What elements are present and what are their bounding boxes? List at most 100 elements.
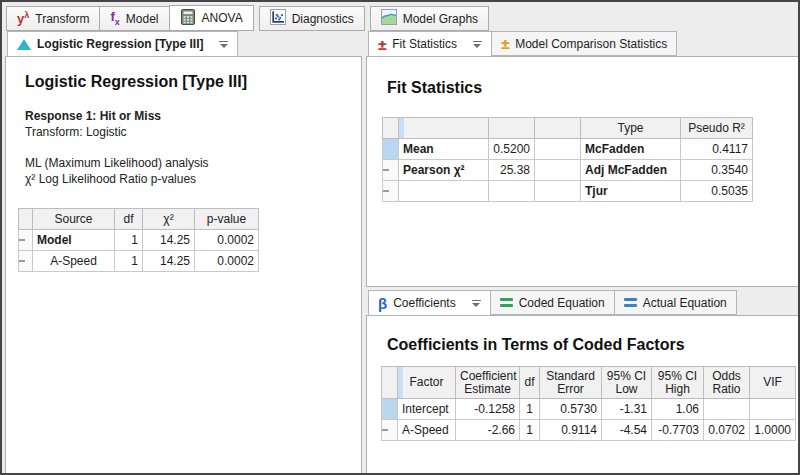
row-selector[interactable] (383, 181, 399, 202)
cell-ci-low[interactable]: -1.31 (602, 399, 652, 420)
cell-chisq[interactable]: 14.25 (143, 251, 195, 272)
row-selector-header (383, 118, 399, 139)
table-row: Tjur 0.5035 (383, 181, 753, 202)
col-header-factor: Factor (398, 367, 456, 399)
active-column-indicator (398, 367, 403, 398)
cell-source[interactable]: A-Speed (33, 251, 115, 272)
col-header-pseudo-r2: Pseudo R² (681, 118, 753, 139)
cell-df[interactable]: 1 (115, 251, 143, 272)
cell-df[interactable]: 1 (520, 399, 540, 420)
cell-spacer[interactable] (535, 139, 581, 160)
coefficients-content: Coefficients in Terms of Coded Factors F… (366, 315, 799, 474)
col-header-df: df (115, 209, 143, 230)
table-row: A-Speed -2.66 1 0.9114 -4.54 -0.7703 0.0… (382, 420, 796, 441)
logistic-regression-content: Logistic Regression [Type III] Response … (5, 56, 362, 474)
cell-vif[interactable] (750, 399, 796, 420)
cell-stderr[interactable]: 0.9114 (540, 420, 602, 441)
col-header-spacer (535, 118, 581, 139)
coefficients-panel: β Coefficients Coded Equation Actual Equ… (366, 289, 799, 474)
cell-type[interactable]: Adj McFadden (581, 160, 681, 181)
col-header-ci-high: 95% CI High (652, 367, 704, 399)
row-selector[interactable] (19, 251, 33, 272)
cell-odds-ratio[interactable] (704, 399, 750, 420)
row-selector[interactable] (383, 160, 399, 181)
transform-line: Transform: Logistic (25, 125, 127, 140)
fit-subtabs: ± Fit Statistics ± Model Comparison Stat… (366, 30, 799, 56)
col-header-ci-low: 95% CI Low (602, 367, 652, 399)
cell-df[interactable]: 1 (520, 420, 540, 441)
tab-coded-equation[interactable]: Coded Equation (491, 290, 614, 315)
coef-subtabs: β Coefficients Coded Equation Actual Equ… (366, 289, 799, 315)
cell-pseudo-r2[interactable]: 0.3540 (681, 160, 753, 181)
chevron-down-icon[interactable] (219, 41, 228, 48)
col-header-odds-ratio: Odds Ratio (704, 367, 750, 399)
tab-model-label: Model (126, 12, 159, 26)
cell-stat[interactable]: Pearson χ² (399, 160, 489, 181)
tab-fit-statistics[interactable]: ± Fit Statistics (368, 31, 492, 57)
cell-type[interactable]: McFadden (581, 139, 681, 160)
tab-coded-equation-label: Coded Equation (519, 296, 605, 310)
table-row: Mean 0.5200 McFadden 0.4117 (383, 139, 753, 160)
page-title: Logistic Regression [Type III] (25, 73, 247, 91)
col-header-chisq: χ² (143, 209, 195, 230)
cell-ci-high[interactable]: -0.7703 (652, 420, 704, 441)
cell-stat[interactable]: Mean (399, 139, 489, 160)
cell-chisq[interactable]: 14.25 (143, 230, 195, 251)
beta-icon: β (378, 296, 387, 311)
row-selector[interactable] (19, 230, 33, 251)
logistic-regression-panel: Logistic Regression [Type III] Logistic … (5, 30, 362, 474)
cell-source[interactable]: Model (33, 230, 115, 251)
tab-model-comparison-label: Model Comparison Statistics (515, 37, 667, 51)
row-selector-selected[interactable] (382, 399, 398, 420)
cell-value[interactable] (489, 181, 535, 202)
cell-type[interactable]: Tjur (581, 181, 681, 202)
tab-anova[interactable]: ANOVA (169, 5, 254, 31)
cell-ci-high[interactable]: 1.06 (652, 399, 704, 420)
tab-diagnostics[interactable]: Diagnostics (259, 6, 365, 31)
cell-spacer[interactable] (535, 181, 581, 202)
cell-pvalue[interactable]: 0.0002 (195, 230, 259, 251)
cell-df[interactable]: 1 (115, 230, 143, 251)
cell-vif[interactable]: 1.0000 (750, 420, 796, 441)
cell-stat[interactable] (399, 181, 489, 202)
calculator-icon (180, 9, 196, 28)
anova-table-header-row: Source df χ² p-value (19, 209, 259, 230)
tab-model[interactable]: fx Model (99, 6, 168, 31)
tab-model-comparison[interactable]: ± Model Comparison Statistics (492, 31, 677, 56)
tab-model-graphs[interactable]: Model Graphs (370, 6, 489, 31)
col-header-source: Source (33, 209, 115, 230)
cell-pseudo-r2[interactable]: 0.4117 (681, 139, 753, 160)
cell-ci-low[interactable]: -4.54 (602, 420, 652, 441)
tab-transform[interactable]: yλ Transform (6, 6, 99, 31)
cell-estimate[interactable]: -2.66 (456, 420, 520, 441)
y-lambda-icon: yλ (17, 11, 29, 25)
cell-value[interactable]: 25.38 (489, 160, 535, 181)
col-header-pvalue: p-value (195, 209, 259, 230)
distribution-triangle-icon (17, 39, 31, 50)
col-header-type: Type (581, 118, 681, 139)
cell-stderr[interactable]: 0.5730 (540, 399, 602, 420)
cell-odds-ratio[interactable]: 0.0702 (704, 420, 750, 441)
coef-table-header-row: Factor Coefficient Estimate df Standard … (382, 367, 796, 399)
fit-statistics-content: Fit Statistics Type Pseudo R² Mean 0.520… (366, 56, 799, 287)
cell-factor[interactable]: A-Speed (398, 420, 456, 441)
row-selector[interactable] (382, 420, 398, 441)
row-selector-header (19, 209, 33, 230)
app-window: yλ Transform fx Model ANOVA (0, 0, 800, 475)
chevron-down-icon[interactable] (472, 300, 481, 307)
col-header-value (489, 118, 535, 139)
cell-spacer[interactable] (535, 160, 581, 181)
row-selector-selected[interactable] (383, 139, 399, 160)
tab-actual-equation[interactable]: Actual Equation (614, 290, 737, 315)
tab-coefficients[interactable]: β Coefficients (368, 290, 491, 316)
cell-value[interactable]: 0.5200 (489, 139, 535, 160)
tab-logistic-regression[interactable]: Logistic Regression [Type III] (7, 31, 238, 57)
cell-pvalue[interactable]: 0.0002 (195, 251, 259, 272)
cell-estimate[interactable]: -0.1258 (456, 399, 520, 420)
tab-coefficients-label: Coefficients (393, 296, 455, 310)
cell-pseudo-r2[interactable]: 0.5035 (681, 181, 753, 202)
chevron-down-icon[interactable] (473, 41, 482, 48)
tab-model-graphs-label: Model Graphs (403, 12, 478, 26)
area-chart-icon (381, 9, 397, 28)
cell-factor[interactable]: Intercept (398, 399, 456, 420)
